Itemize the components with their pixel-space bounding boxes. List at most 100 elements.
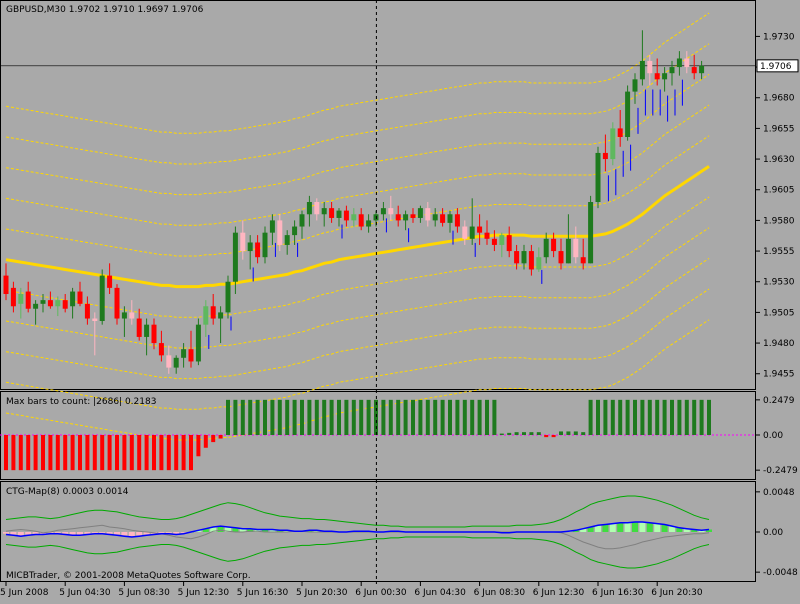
histogram-bar [514, 432, 519, 435]
ctg-histogram-bar [128, 532, 135, 537]
ctg-histogram-bar [195, 530, 202, 532]
candle-body [625, 91, 631, 137]
candle-body [151, 324, 157, 344]
ctg-histogram-bar [3, 532, 9, 534]
ctg-histogram-bar [173, 532, 180, 534]
histogram-bar [159, 435, 164, 471]
histogram-bar [55, 435, 60, 471]
x-tick-label: 6 Jun 16:30 [592, 588, 644, 598]
y-tick-label: 1.9630 [763, 155, 795, 165]
candle-body [536, 257, 542, 270]
time-axis: 5 Jun 2008 5 Jun 04:30 5 Jun 08:30 5 Jun 12… [0, 582, 703, 598]
x-tick-label: 6 Jun 04:30 [414, 588, 466, 598]
histogram-bar [544, 435, 549, 438]
candle-body [388, 208, 394, 215]
histogram-bar [462, 399, 467, 435]
histogram-bar [92, 435, 97, 471]
ctg-histogram-bar [77, 532, 83, 535]
candle-body [336, 210, 342, 218]
envelope-lower-2 [5, 227, 710, 349]
ctg-histogram-bar [217, 526, 224, 532]
copyright-label: MICBTrader, © 2001-2008 MetaQuotes Softw… [6, 571, 251, 581]
candle-body [129, 312, 135, 319]
ctg-histogram-bar [602, 524, 609, 532]
histogram-bar [218, 435, 223, 439]
candle-body [565, 238, 571, 264]
indicator1-header: Max bars to count: |2686| 0.2183 [6, 397, 156, 407]
ctg-histogram-bar [247, 528, 254, 532]
candle-body [366, 220, 372, 227]
y-tick-label: 1.9480 [763, 339, 795, 349]
histogram-bar [152, 435, 156, 471]
candle-body [425, 208, 431, 221]
ctg-histogram-bar [654, 523, 661, 532]
ctg-histogram-bar [106, 532, 113, 534]
candle-body [195, 324, 201, 362]
ctg-histogram-bar [202, 528, 209, 532]
y-tick-label: 0.00 [763, 431, 783, 441]
y-tick-label: 0.00 [763, 528, 783, 538]
histogram-bar [314, 399, 319, 435]
histogram-bar [85, 435, 90, 471]
histogram-bar [115, 435, 119, 471]
ctg-histogram-bar [691, 529, 698, 532]
ctg-histogram-bar [210, 526, 217, 532]
ctg-histogram-bar [25, 532, 32, 535]
histogram-bar [196, 435, 201, 457]
histogram-bar [492, 399, 497, 435]
histogram-bar [485, 399, 489, 435]
main-pane[interactable] [0, 0, 756, 390]
ctg-histogram-bar [632, 521, 638, 532]
candle-body [447, 214, 453, 223]
indicator2-pane[interactable] [0, 481, 756, 582]
candle-body [277, 220, 283, 245]
ctg-histogram-bar [269, 529, 276, 532]
histogram-bar [633, 399, 637, 435]
candle-body [506, 235, 512, 252]
candle-body [477, 226, 483, 233]
x-tick-label: 5 Jun 12:30 [178, 588, 230, 598]
histogram-bar [359, 399, 364, 435]
ctg-histogram-bar [32, 532, 39, 534]
histogram-bar [277, 399, 282, 435]
candle-body [269, 220, 275, 233]
y-tick-label: -0.0048 [763, 568, 798, 578]
y-tick-label: 0.2479 [763, 396, 795, 406]
envelope-lower-5 [5, 319, 710, 441]
histogram-bar [181, 435, 186, 471]
ctg-histogram-bar [676, 527, 683, 532]
candle-body [107, 275, 113, 288]
histogram-bar [388, 399, 393, 435]
candle-body [573, 238, 579, 258]
ctg-histogram-bar [17, 532, 24, 536]
x-tick-label: 6 Jun 00:30 [355, 588, 407, 598]
histogram-bar [559, 431, 563, 435]
candle-body [77, 291, 83, 304]
histogram-bar [337, 399, 341, 435]
histogram-bar [411, 399, 415, 435]
histogram-bar [618, 399, 623, 435]
histogram-bar [107, 435, 112, 471]
candle-body [514, 251, 520, 264]
x-tick-label: 5 Jun 20:30 [296, 588, 348, 598]
candle-body [558, 251, 564, 264]
candle-body [10, 287, 16, 307]
candle-body [499, 235, 505, 245]
candle-body [588, 202, 594, 264]
candle-body [610, 128, 616, 160]
y-tick-label: 1.9680 [763, 94, 795, 104]
histogram-bar [647, 399, 652, 435]
candle-body [255, 242, 261, 258]
candle-body [432, 214, 438, 221]
current-price-label: 1.9706 [760, 62, 792, 72]
candle-body [676, 58, 682, 68]
envelope-upper-2 [5, 104, 710, 226]
candle-body [551, 238, 557, 252]
histogram-bar [26, 435, 31, 471]
x-tick-label: 6 Jun 08:30 [474, 588, 526, 598]
y-tick-label: 1.9455 [763, 370, 795, 380]
ctg-histogram-bar [313, 530, 320, 532]
x-tick-label: 5 Jun 16:30 [237, 588, 289, 598]
